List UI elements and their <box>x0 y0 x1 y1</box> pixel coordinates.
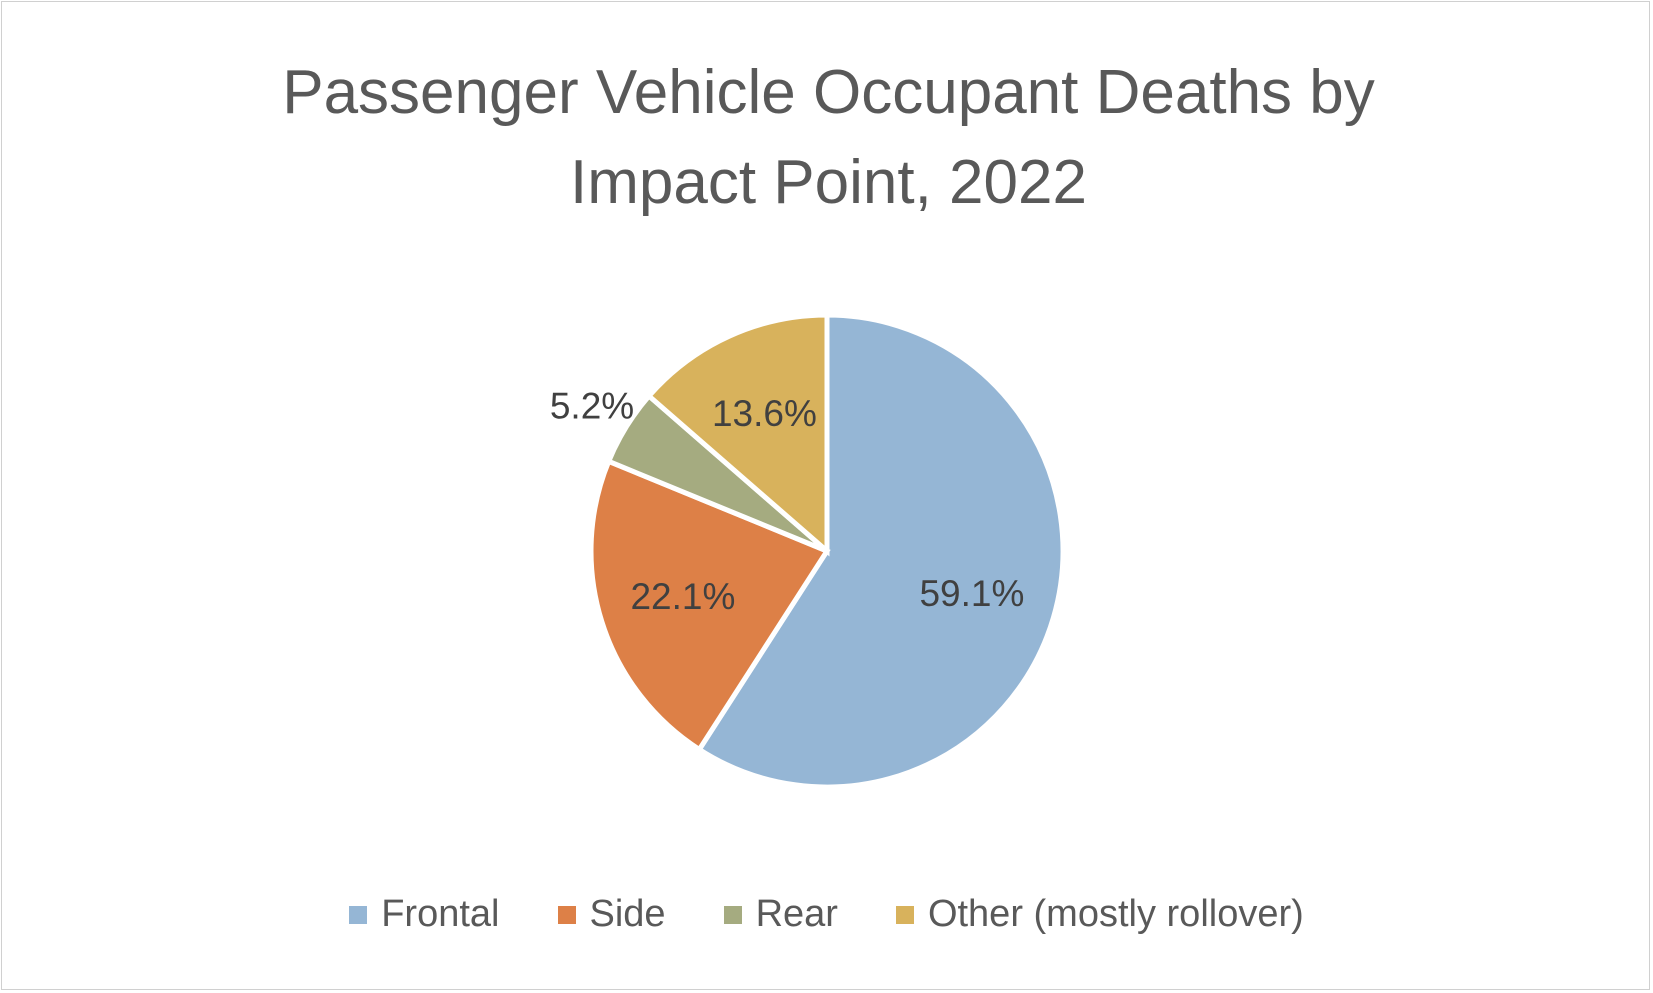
data-label-side: 22.1% <box>630 576 735 617</box>
legend-swatch-rear <box>723 905 742 924</box>
legend-item-side: Side <box>557 893 666 936</box>
legend-label-rear: Rear <box>755 893 838 935</box>
pie-slice-other-mostly-rollover <box>645 312 830 557</box>
legend-label-side: Side <box>589 893 666 935</box>
legend-item-other: Other (mostly rollover) <box>895 893 1304 936</box>
legend-swatch-side <box>557 905 576 924</box>
chart-title-line-2: Impact Point, 2022 <box>570 148 1087 217</box>
legend-swatch-frontal <box>349 905 368 924</box>
pie-slice-side <box>588 458 831 753</box>
legend-item-rear: Rear <box>723 893 838 936</box>
data-label-other-mostly-rollover: 13.6% <box>712 393 817 434</box>
data-label-frontal: 59.1% <box>919 573 1024 614</box>
legend-swatch-other <box>895 905 914 924</box>
chart-legend: Frontal Side Rear Other (mostly rollover… <box>0 893 1653 936</box>
chart-title: Passenger Vehicle Occupant Deaths by Imp… <box>2 48 1653 228</box>
legend-item-frontal: Frontal <box>349 893 500 936</box>
legend-label-other: Other (mostly rollover) <box>927 893 1304 935</box>
chart-title-line-1: Passenger Vehicle Occupant Deaths by <box>282 58 1375 127</box>
legend-label-frontal: Frontal <box>381 893 500 935</box>
data-label-rear: 5.2% <box>550 385 634 426</box>
pie-slice-frontal <box>695 312 1066 790</box>
